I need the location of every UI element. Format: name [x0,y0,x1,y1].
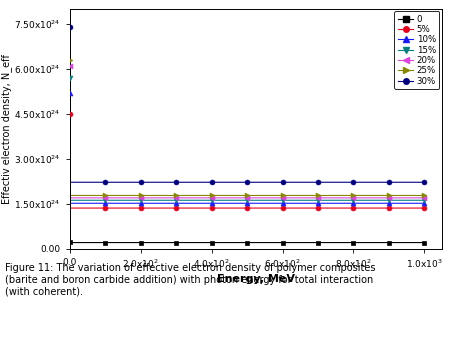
X-axis label: Energy, MeV: Energy, MeV [217,275,295,285]
Text: Figure 11: The variation of effective electron density of polymer composites
(ba: Figure 11: The variation of effective el… [5,263,375,296]
Legend: 0, 5%, 10%, 15%, 20%, 25%, 30%: 0, 5%, 10%, 15%, 20%, 25%, 30% [394,11,439,89]
Y-axis label: Effectiv electron density, N_eff: Effectiv electron density, N_eff [0,54,12,204]
